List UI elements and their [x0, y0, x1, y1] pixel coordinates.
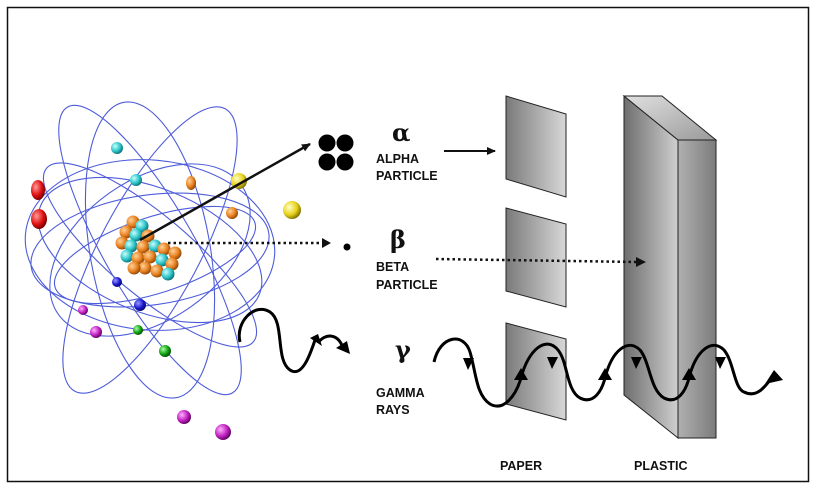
paper-sheet — [505, 95, 567, 198]
paper-barrier — [505, 95, 567, 421]
gamma-label-line1: GAMMA — [376, 386, 425, 400]
beta-path-arrowhead — [636, 257, 646, 267]
proton — [119, 225, 133, 239]
gamma-symbol: γ — [395, 335, 411, 364]
proton — [165, 257, 179, 271]
orbit — [62, 106, 238, 394]
gamma-emission-wave — [237, 307, 350, 374]
electron-magenta — [215, 424, 231, 440]
electron-yellow — [283, 201, 301, 219]
gamma-label-line2: RAYS — [376, 403, 410, 417]
gamma-label-group: γ GAMMA RAYS — [376, 335, 425, 417]
beta-label-line2: PARTICLE — [376, 278, 438, 292]
plastic-barrier — [622, 94, 718, 440]
atom — [24, 101, 301, 440]
paper-label: PAPER — [500, 459, 542, 473]
proton — [143, 250, 157, 264]
electron-cyan — [130, 174, 142, 186]
plastic-label: PLASTIC — [634, 459, 687, 473]
electron-magenta — [177, 410, 191, 424]
neutron — [129, 228, 143, 242]
plastic-front-face — [623, 94, 679, 440]
electron-magenta — [90, 326, 102, 338]
electron-red — [31, 180, 45, 200]
orbit — [37, 176, 263, 324]
neutron — [120, 249, 134, 263]
electron-red — [31, 209, 47, 229]
alpha-label-line1: ALPHA — [376, 152, 419, 166]
proton — [150, 264, 164, 278]
alpha-emission-arrow — [139, 142, 311, 242]
proton — [138, 261, 152, 275]
plastic-side-face — [677, 139, 717, 439]
proton — [168, 246, 182, 260]
alpha-label-group: α ALPHA PARTICLE — [376, 118, 438, 183]
beta-particle-icon — [343, 243, 351, 251]
orbit — [53, 205, 257, 305]
neutron — [155, 253, 169, 267]
neutron — [124, 239, 138, 253]
electron-cyan — [111, 142, 123, 154]
proton — [127, 261, 141, 275]
orbit — [58, 104, 242, 396]
beta-emission-arrowhead — [322, 238, 331, 248]
beta-label-group: β BETA PARTICLE — [376, 225, 438, 292]
beta-path-arrow — [435, 257, 639, 264]
orbit — [84, 101, 216, 399]
alpha-label-line2: PARTICLE — [376, 169, 438, 183]
electron-orange — [186, 176, 196, 190]
electron-blue — [112, 277, 122, 287]
orbit — [42, 162, 258, 348]
alpha-symbol: α — [392, 118, 410, 147]
neutron — [161, 267, 175, 281]
electrons — [31, 142, 301, 440]
electron-blue — [134, 299, 146, 311]
electron-green — [133, 325, 143, 335]
proton — [131, 251, 145, 265]
beta-symbol: β — [390, 225, 406, 254]
paper-sheet — [505, 322, 567, 421]
proton — [157, 242, 171, 256]
orbit — [30, 192, 270, 308]
alpha-particle-icon — [318, 134, 354, 171]
electron-orange — [226, 207, 238, 219]
proton — [136, 240, 150, 254]
electron-magenta — [78, 305, 88, 315]
gamma-ray-wave — [432, 337, 772, 408]
nucleus — [115, 215, 182, 281]
paper-sheet — [505, 207, 567, 308]
electron-green — [159, 345, 171, 357]
beta-label-line1: BETA — [376, 260, 409, 274]
gamma-wave-arrowheads — [463, 357, 783, 384]
